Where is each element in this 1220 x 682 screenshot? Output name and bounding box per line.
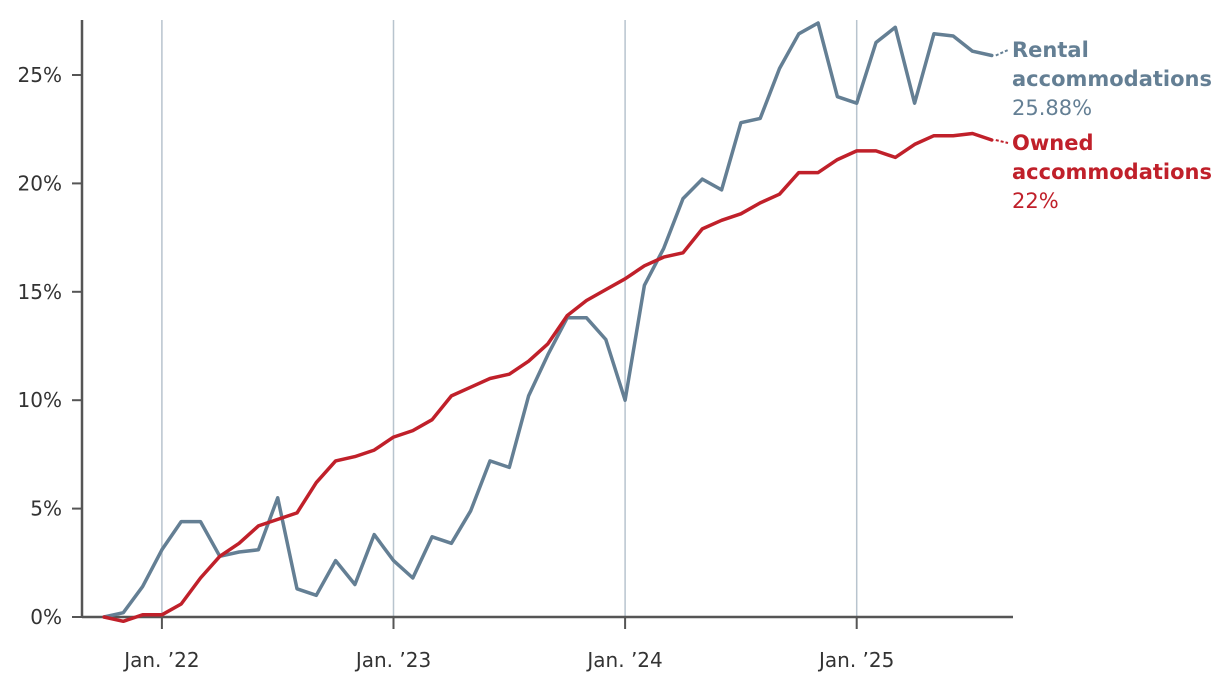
rental-series-line	[102, 21, 994, 619]
y-tick-label: 15%	[18, 280, 62, 304]
y-tick-label: 20%	[18, 171, 62, 195]
rental-label-line2: accommodations	[1012, 67, 1213, 91]
axes	[72, 20, 1013, 629]
series-label-connector	[995, 139, 1009, 144]
rental-series-label: Rental accommodations 25.88%	[1012, 36, 1212, 123]
owned-label-line1: Owned	[1012, 131, 1094, 155]
y-tick-label: 25%	[18, 63, 62, 87]
y-tick-label: 5%	[30, 497, 62, 521]
y-tick-label: 10%	[18, 388, 62, 412]
series-lines	[102, 21, 1009, 624]
x-tick-label: Jan. ’22	[122, 648, 199, 672]
tick-labels: Jan. ’22 Jan. ’23 Jan. ’24 Jan. ’25 0% 5% 10% 1…	[18, 63, 895, 672]
rental-label-line1: Rental	[1012, 38, 1089, 62]
owned-series-label: Owned accommodations 22%	[1012, 129, 1212, 216]
owned-series-line	[102, 131, 994, 624]
x-tick-label: Jan. ’23	[354, 648, 431, 672]
y-tick-label: 0%	[30, 605, 62, 629]
x-tick-label: Jan. ’24	[585, 648, 662, 672]
x-tick-label: Jan. ’25	[817, 648, 894, 672]
owned-label-line2: accommodations	[1012, 160, 1213, 184]
series-label-connector	[995, 49, 1009, 57]
gridlines	[161, 20, 858, 617]
rental-value-label: 25.88%	[1012, 96, 1093, 120]
owned-value-label: 22%	[1012, 189, 1059, 213]
